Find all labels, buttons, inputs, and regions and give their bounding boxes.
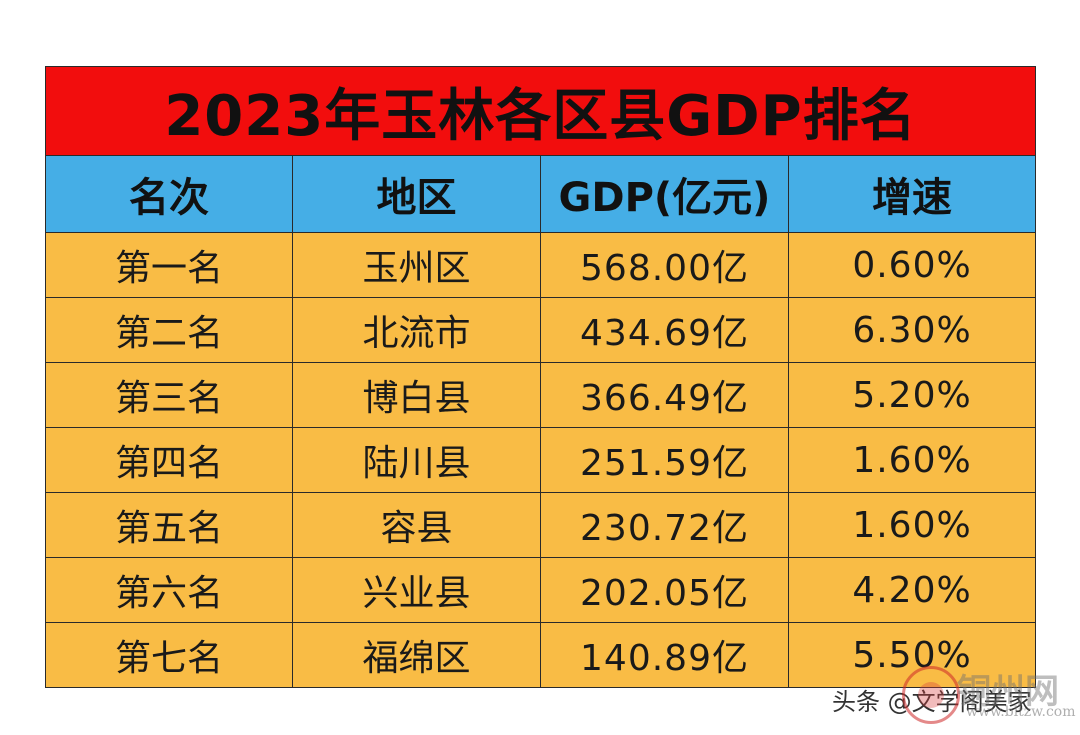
region-cell: 陆川县: [292, 427, 541, 493]
growth-cell: 5.20%: [787, 362, 1037, 428]
table-row: 第三名 博白县 366.49亿 5.20%: [45, 362, 1037, 428]
red-seal-icon: [902, 666, 960, 724]
rank-cell: 第五名: [45, 492, 293, 558]
gdp-ranking-table: 2023年玉林各区县GDP排名 名次 地区 GDP(亿元) 增速 第一名 玉州区…: [44, 66, 1037, 688]
gdp-cell: 568.00亿: [540, 232, 789, 298]
growth-cell: 1.60%: [787, 492, 1037, 558]
table-row: 第一名 玉州区 568.00亿 0.60%: [45, 232, 1037, 298]
table-row: 第六名 兴业县 202.05亿 4.20%: [45, 557, 1037, 623]
gdp-cell: 251.59亿: [540, 427, 789, 493]
rank-cell: 第二名: [45, 297, 293, 363]
gdp-cell: 366.49亿: [540, 362, 789, 428]
growth-cell: 4.20%: [787, 557, 1037, 623]
table-title: 2023年玉林各区县GDP排名: [44, 66, 1037, 156]
region-cell: 容县: [292, 492, 541, 558]
gdp-cell: 140.89亿: [540, 622, 789, 688]
watermark-logo-text: 铜州网: [957, 672, 1059, 712]
growth-cell: 6.30%: [787, 297, 1037, 363]
column-header-gdp: GDP(亿元): [540, 155, 789, 233]
table-row: 第四名 陆川县 251.59亿 1.60%: [45, 427, 1037, 493]
gdp-cell: 202.05亿: [540, 557, 789, 623]
region-cell: 北流市: [292, 297, 541, 363]
rank-cell: 第一名: [45, 232, 293, 298]
column-header-growth: 增速: [787, 155, 1037, 233]
column-header-rank: 名次: [45, 155, 293, 233]
watermark-url-text: www.bltzw.com: [966, 704, 1076, 720]
rank-cell: 第三名: [45, 362, 293, 428]
table-row: 第七名 福绵区 140.89亿 5.50%: [45, 622, 1037, 688]
growth-cell: 1.60%: [787, 427, 1037, 493]
region-cell: 玉州区: [292, 232, 541, 298]
table-row: 第五名 容县 230.72亿 1.60%: [45, 492, 1037, 558]
rank-cell: 第六名: [45, 557, 293, 623]
column-header-region: 地区: [292, 155, 541, 233]
header-row: 名次 地区 GDP(亿元) 增速: [45, 155, 1037, 233]
gdp-cell: 230.72亿: [540, 492, 789, 558]
rank-cell: 第七名: [45, 622, 293, 688]
region-cell: 兴业县: [292, 557, 541, 623]
table-row: 第二名 北流市 434.69亿 6.30%: [45, 297, 1037, 363]
region-cell: 博白县: [292, 362, 541, 428]
region-cell: 福绵区: [292, 622, 541, 688]
watermark: 头条 @文学阁美家 铜州网 www.bltzw.com: [832, 664, 1076, 724]
growth-cell: 0.60%: [787, 232, 1037, 298]
gdp-cell: 434.69亿: [540, 297, 789, 363]
rank-cell: 第四名: [45, 427, 293, 493]
